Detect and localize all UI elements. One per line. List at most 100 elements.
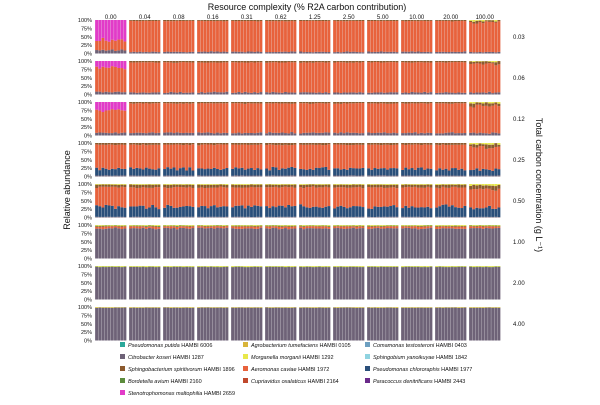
bar-segment — [457, 170, 460, 176]
bar-segment — [207, 176, 210, 177]
bar-segment — [244, 266, 247, 267]
bar-segment — [142, 169, 145, 175]
bar-segment — [290, 62, 293, 92]
bar-segment — [445, 308, 448, 341]
bar-segment — [479, 143, 482, 144]
bar-segment — [176, 104, 179, 133]
bar-segment — [132, 185, 135, 188]
bar-segment — [457, 92, 460, 94]
bar-segment — [237, 61, 240, 62]
bar-segment — [197, 52, 200, 54]
bar-segment — [407, 21, 410, 52]
bar-segment — [383, 226, 386, 228]
bar-segment — [491, 308, 494, 341]
bar-segment — [179, 184, 182, 185]
bar-segment — [318, 217, 321, 218]
bar-segment — [192, 184, 195, 185]
bar-segment — [163, 308, 166, 341]
bar-segment — [380, 21, 383, 51]
bar-segment — [491, 52, 494, 54]
bar-segment — [284, 52, 287, 54]
bar-segment — [222, 308, 225, 341]
bar-segment — [302, 92, 305, 94]
bar-segment — [151, 205, 154, 217]
bar-segment — [370, 187, 373, 209]
bar-segment — [241, 229, 244, 259]
bar-segment — [373, 308, 376, 341]
bar-segment — [312, 20, 315, 21]
facet-panel — [333, 184, 365, 218]
bar-segment — [197, 61, 200, 62]
bar-segment — [370, 308, 373, 341]
bar-segment — [457, 61, 460, 62]
bar-segment — [250, 308, 253, 341]
bar-segment — [299, 204, 302, 217]
bar-segment — [389, 102, 392, 104]
bar-segment — [135, 62, 138, 93]
bar-segment — [275, 20, 278, 21]
bar-segment — [275, 61, 278, 62]
bar-segment — [200, 206, 203, 217]
bar-segment — [154, 227, 157, 230]
bar-segment — [305, 217, 308, 218]
bar-segment — [101, 229, 104, 258]
bar-segment — [278, 52, 281, 54]
bar-segment — [305, 63, 308, 93]
bar-segment — [386, 184, 389, 185]
bar-segment — [256, 175, 259, 176]
bar-segment — [179, 226, 182, 227]
bar-segment — [281, 93, 284, 95]
bar-segment — [469, 21, 472, 22]
bar-segment — [105, 184, 108, 185]
bar-segment — [339, 228, 342, 258]
bar-segment — [389, 206, 392, 217]
bar-segment — [441, 102, 444, 103]
bar-segment — [355, 61, 358, 62]
bar-segment — [464, 217, 467, 218]
bar-segment — [485, 63, 488, 92]
bar-segment — [260, 21, 263, 52]
bar-segment — [268, 176, 271, 177]
bar-segment — [457, 103, 460, 133]
bar-segment — [498, 207, 501, 217]
bar-segment — [321, 267, 324, 299]
bar-segment — [163, 20, 166, 21]
bar-segment — [491, 148, 494, 171]
bar-segment — [188, 227, 191, 229]
bar-segment — [226, 266, 229, 267]
bar-segment — [485, 226, 488, 228]
bar-segment — [339, 266, 342, 267]
bar-segment — [260, 225, 263, 226]
bar-segment — [482, 226, 485, 227]
bar-segment — [124, 169, 127, 175]
bar-segment — [426, 104, 429, 133]
bar-segment — [265, 307, 268, 340]
bar-segment — [210, 217, 213, 218]
bar-segment — [173, 184, 176, 185]
bar-segment — [207, 184, 210, 185]
bar-segment — [275, 92, 278, 94]
bar-segment — [105, 41, 108, 51]
bar-segment — [318, 267, 321, 300]
bar-segment — [358, 187, 361, 206]
bar-segment — [426, 143, 429, 145]
bar-segment — [404, 93, 407, 95]
y-tick-label: 100% — [78, 223, 92, 229]
bar-segment — [142, 143, 145, 144]
bar-segment — [498, 226, 501, 227]
bar-segment — [318, 62, 321, 92]
bar-segment — [417, 20, 420, 21]
bar-segment — [482, 225, 485, 226]
bar-segment — [479, 102, 482, 103]
bar-segment — [135, 168, 138, 176]
bar-segment — [472, 185, 475, 189]
bar-segment — [222, 267, 225, 299]
bar-segment — [401, 228, 404, 258]
bar-segment — [485, 266, 488, 267]
bar-segment — [389, 228, 392, 258]
bar-segment — [105, 185, 108, 187]
bar-segment — [383, 225, 386, 226]
bar-segment — [373, 266, 376, 267]
bar-segment — [260, 92, 263, 94]
bar-segment — [148, 226, 151, 228]
